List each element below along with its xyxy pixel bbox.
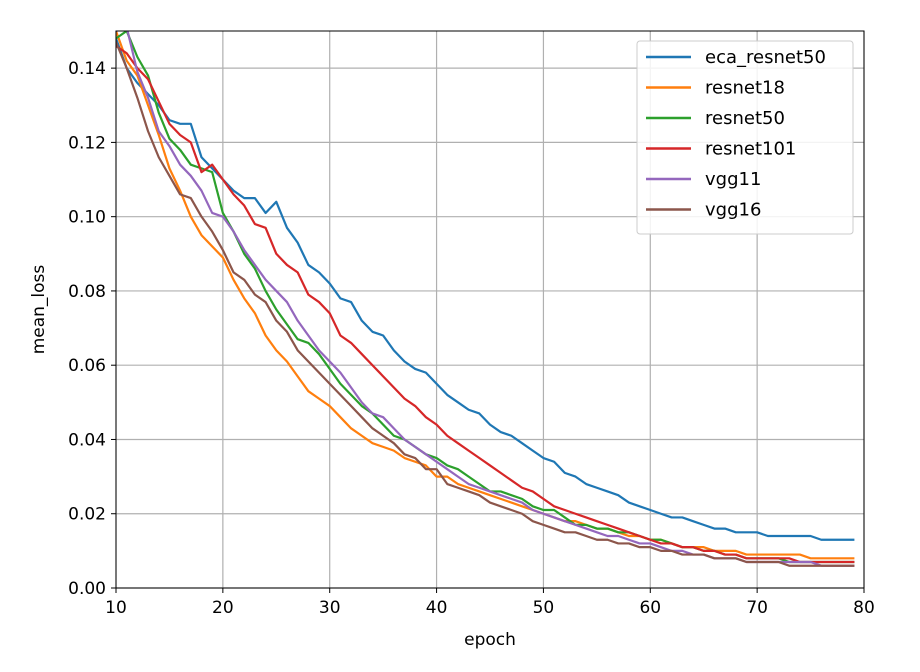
series-lines (116, 31, 855, 567)
plot-frame (115, 30, 865, 589)
x-tick-label: 80 (853, 598, 875, 618)
legend-label-vgg11: vgg11 (705, 169, 761, 190)
legend-label-vgg16: vgg16 (705, 200, 761, 221)
y-tick-label: 0.08 (68, 282, 106, 302)
x-tick-label: 30 (319, 598, 341, 618)
y-tick-label: 0.02 (68, 505, 106, 525)
series-line-resnet18 (116, 31, 855, 560)
axis-ticks: 10 20 30 40 50 60 70 80 0.00 0.02 0.04 0.06 0.08 0.10… (68, 59, 875, 618)
y-axis-label: mean_loss (29, 265, 49, 355)
legend-label-resnet101: resnet101 (705, 139, 796, 160)
legend-label-resnet50: resnet50 (705, 108, 785, 129)
x-tick-label: 20 (212, 598, 234, 618)
x-tick-label: 70 (746, 598, 768, 618)
y-tick-label: 0.12 (68, 133, 106, 153)
series-line-resnet101 (116, 44, 855, 564)
y-tick-label: 0.14 (68, 59, 106, 79)
legend-label-resnet18: resnet18 (705, 78, 785, 99)
legend-box (636, 40, 854, 235)
y-tick-label: 0.04 (68, 430, 106, 450)
legend: eca_resnet50 resnet18 resnet50 resnet101 vgg… (636, 40, 854, 235)
series-line-eca_resnet50 (116, 37, 855, 541)
x-tick-label: 60 (639, 598, 661, 618)
y-tick-label: 0.10 (68, 208, 106, 228)
x-tick-label: 40 (426, 598, 448, 618)
x-tick-label: 10 (105, 598, 127, 618)
y-tick-label: 0.06 (68, 356, 106, 376)
y-tick-label: 0.00 (68, 579, 106, 599)
x-axis-label: epoch (464, 630, 516, 650)
series-line-vgg16 (116, 40, 855, 567)
legend-label-eca_resnet50: eca_resnet50 (705, 47, 826, 68)
x-tick-label: 50 (533, 598, 555, 618)
